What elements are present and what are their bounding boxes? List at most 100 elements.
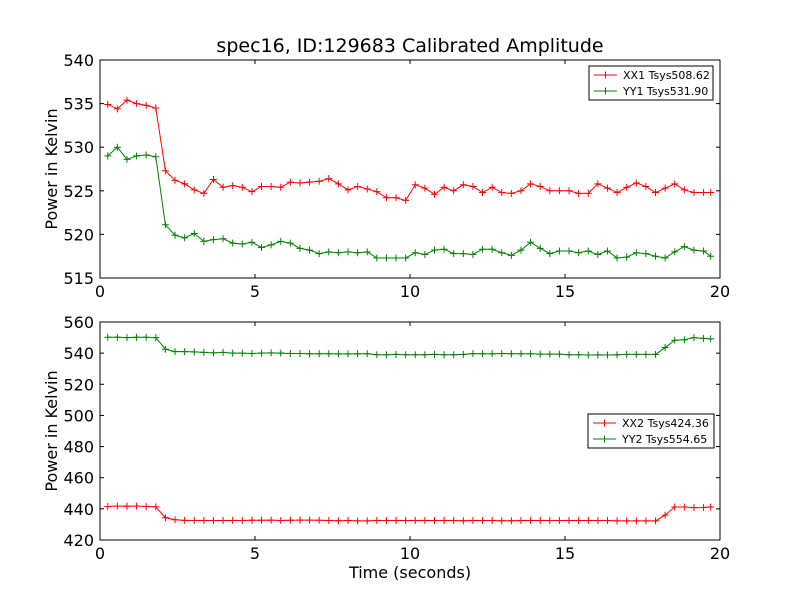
- data-point: [104, 152, 112, 160]
- data-point: [306, 178, 314, 186]
- x-tick-label: 0: [95, 282, 105, 301]
- data-point: [652, 189, 660, 197]
- data-point: [104, 333, 112, 341]
- data-point: [671, 503, 679, 511]
- data-point: [527, 238, 535, 246]
- data-point: [507, 350, 515, 358]
- data-point: [219, 348, 227, 356]
- y-tick-label: 440: [63, 500, 94, 519]
- data-point: [488, 245, 496, 253]
- data-point: [623, 517, 631, 525]
- data-point: [488, 350, 496, 358]
- y-tick-label: 520: [63, 225, 94, 244]
- series-line: [107, 505, 711, 522]
- data-point: [123, 502, 131, 510]
- data-point: [344, 350, 352, 358]
- data-point: [680, 243, 688, 251]
- data-point: [613, 351, 621, 359]
- data-point: [632, 517, 640, 525]
- data-point: [690, 189, 698, 197]
- data-point: [546, 187, 554, 195]
- legend-label: XX1 Tsys508.62: [623, 69, 710, 82]
- data-point: [517, 517, 525, 525]
- y-tick-label: 480: [63, 438, 94, 457]
- data-point: [171, 176, 179, 184]
- data-point: [334, 249, 342, 257]
- data-point: [315, 250, 323, 258]
- data-point: [459, 250, 467, 258]
- data-point: [430, 350, 438, 358]
- series-line: [107, 99, 711, 201]
- y-tick-label: 540: [63, 344, 94, 363]
- data-point: [190, 517, 198, 525]
- data-point: [707, 252, 715, 260]
- data-point: [267, 241, 275, 249]
- data-point: [209, 175, 217, 183]
- chart-title: spec16, ID:129683 Calibrated Amplitude: [216, 35, 603, 57]
- data-point: [700, 334, 708, 342]
- data-point: [392, 194, 400, 202]
- top-plot: 0 5 10 15 20 515 520 525 530 535 540 spec16, ID:129…: [42, 35, 730, 301]
- data-point: [479, 189, 487, 197]
- series-1: [104, 96, 715, 204]
- data-point: [296, 349, 304, 357]
- data-point: [363, 248, 371, 256]
- legend-box: [588, 65, 714, 101]
- data-point: [594, 351, 602, 359]
- data-point: [498, 249, 506, 257]
- data-point: [133, 152, 141, 160]
- data-point: [286, 516, 294, 524]
- data-point: [707, 189, 715, 197]
- data-point: [565, 247, 573, 255]
- x-tick-label: 20: [710, 544, 730, 563]
- data-point: [334, 350, 342, 358]
- data-point: [680, 503, 688, 511]
- data-point: [613, 254, 621, 262]
- data-point: [344, 186, 352, 194]
- data-point: [680, 336, 688, 344]
- x-tick-label: 20: [710, 282, 730, 301]
- data-point: [671, 336, 679, 344]
- data-point: [325, 248, 333, 256]
- data-point: [123, 96, 131, 104]
- data-point: [479, 517, 487, 525]
- data-point: [632, 179, 640, 187]
- data-point: [707, 335, 715, 343]
- y-tick-label: 560: [63, 313, 94, 332]
- data-point: [190, 348, 198, 356]
- data-point: [450, 187, 458, 195]
- data-point: [382, 351, 390, 359]
- data-point: [421, 184, 429, 192]
- data-point: [200, 517, 208, 525]
- y-axis-label: Power in Kelvin: [42, 370, 61, 491]
- data-point: [613, 189, 621, 197]
- data-point: [373, 351, 381, 359]
- data-point: [642, 350, 650, 358]
- data-point: [469, 250, 477, 258]
- data-point: [248, 516, 256, 524]
- data-point: [450, 517, 458, 525]
- data-point: [238, 517, 246, 525]
- data-point: [325, 517, 333, 525]
- data-point: [123, 155, 131, 163]
- data-point: [392, 350, 400, 358]
- data-point: [104, 503, 112, 511]
- data-point: [421, 351, 429, 359]
- data-point: [248, 349, 256, 357]
- data-point: [306, 516, 314, 524]
- data-point: [334, 517, 342, 525]
- data-point: [344, 248, 352, 256]
- data-point: [690, 246, 698, 254]
- data-point: [469, 517, 477, 525]
- x-tick-label: 15: [555, 544, 575, 563]
- data-point: [142, 503, 150, 511]
- data-point: [632, 249, 640, 257]
- data-point: [584, 351, 592, 359]
- data-point: [661, 254, 669, 262]
- data-point: [219, 235, 227, 243]
- data-point: [229, 182, 237, 190]
- data-point: [594, 180, 602, 188]
- data-point: [690, 504, 698, 512]
- data-point: [152, 334, 160, 342]
